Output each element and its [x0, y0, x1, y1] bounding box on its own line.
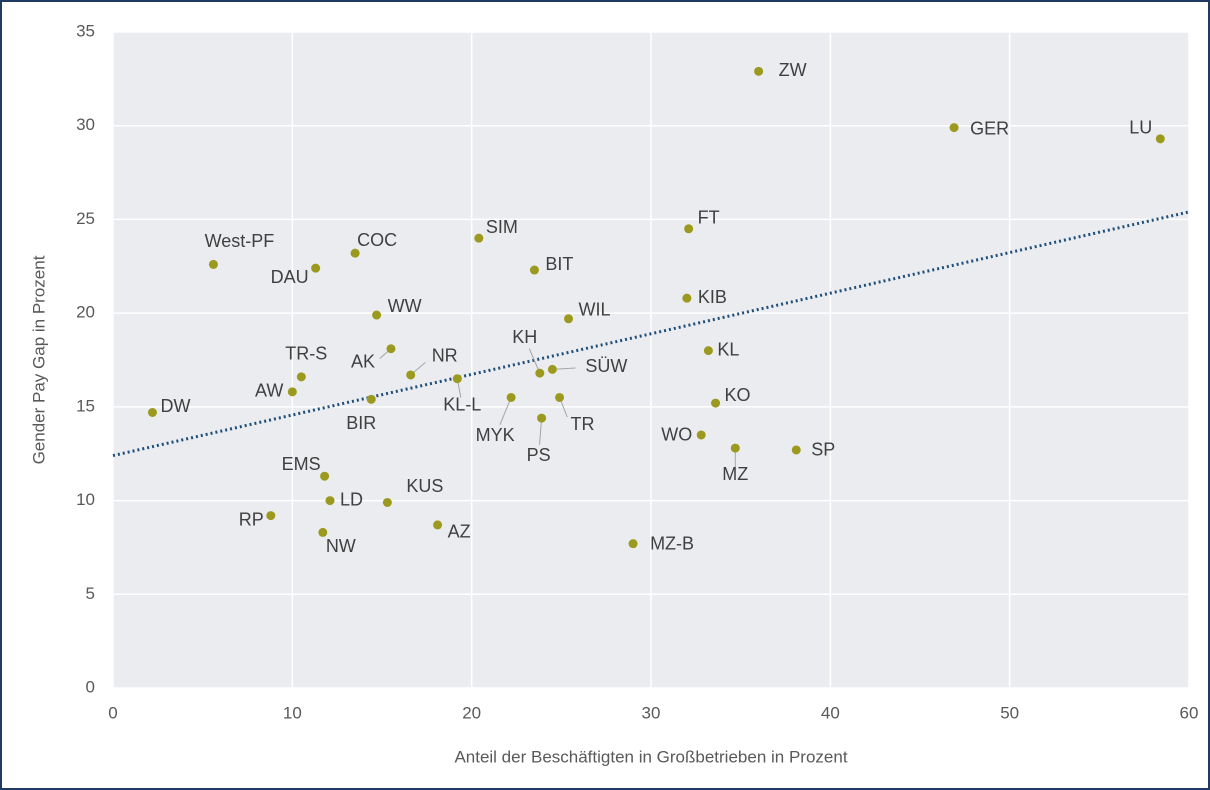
- leader-line: [499, 397, 512, 425]
- point-label: COC: [357, 230, 397, 250]
- point: [287, 387, 297, 397]
- point: [433, 520, 443, 530]
- point: [711, 398, 721, 408]
- point-label: BIT: [545, 254, 573, 274]
- point-label: FT: [698, 208, 720, 228]
- y-tick-label: 35: [76, 21, 95, 40]
- x-tick-label: 20: [462, 703, 481, 722]
- y-tick-label: 5: [86, 584, 95, 603]
- point: [318, 527, 328, 537]
- point: [754, 66, 764, 76]
- point: [266, 511, 276, 521]
- x-tick-label: 30: [642, 703, 661, 722]
- point: [147, 407, 157, 417]
- y-tick-label: 0: [86, 677, 95, 696]
- y-tick-label: 20: [76, 303, 95, 322]
- point-label: KIB: [698, 287, 727, 307]
- point-label: WIL: [579, 300, 611, 320]
- point-label: LD: [340, 489, 363, 509]
- x-tick-label: 10: [283, 703, 302, 722]
- point-label: LU: [1129, 118, 1152, 138]
- point: [684, 224, 694, 234]
- point: [682, 293, 692, 303]
- point: [366, 394, 376, 404]
- point-label: SIM: [486, 217, 518, 237]
- point-label: SP: [811, 440, 835, 460]
- y-tick-label: 15: [76, 396, 95, 415]
- x-tick-label: 50: [1000, 703, 1019, 722]
- point-label: GER: [970, 118, 1009, 138]
- point-label: PS: [527, 445, 551, 465]
- x-axis-title: Anteil der Beschäftigten in Großbetriebe…: [454, 747, 847, 766]
- point-label: NW: [326, 536, 356, 556]
- point: [325, 496, 335, 506]
- point: [791, 445, 801, 455]
- x-tick-label: 60: [1180, 703, 1199, 722]
- point-label: MZ-B: [650, 533, 694, 553]
- point-label: KUS: [406, 476, 443, 496]
- point-label: RP: [239, 509, 264, 529]
- point-label: NR: [432, 346, 458, 366]
- point: [730, 443, 740, 453]
- y-axis-title: Gender Pay Gap in Prozent: [29, 255, 48, 464]
- point: [406, 370, 416, 380]
- point-label: SÜW: [585, 356, 627, 376]
- point: [506, 392, 516, 402]
- point: [696, 430, 706, 440]
- point-label: ZW: [779, 60, 807, 80]
- trendline: [112, 210, 1190, 458]
- point: [529, 265, 539, 275]
- point-label: DW: [160, 396, 190, 416]
- point-label: KH: [512, 327, 537, 347]
- point-label: KL: [717, 339, 739, 359]
- point: [547, 364, 557, 374]
- point-label: KL-L: [443, 394, 481, 414]
- point-label: TR: [571, 414, 595, 434]
- point-label: DAU: [271, 267, 309, 287]
- point: [296, 372, 306, 382]
- point: [555, 392, 565, 402]
- point: [320, 471, 330, 481]
- point-label: KO: [725, 385, 751, 405]
- point: [564, 314, 574, 324]
- point: [537, 413, 547, 423]
- point-label: West-PF: [205, 231, 275, 251]
- point-label: MZ: [722, 464, 748, 484]
- point: [452, 374, 462, 384]
- point: [949, 123, 959, 133]
- point: [350, 248, 360, 258]
- point: [703, 346, 713, 356]
- point: [535, 368, 545, 378]
- point-label: WO: [661, 425, 692, 445]
- point-label: TR-S: [285, 344, 327, 364]
- point: [474, 233, 484, 243]
- x-tick-label: 40: [821, 703, 840, 722]
- point-label: WW: [388, 296, 422, 316]
- point-label: EMS: [282, 454, 321, 474]
- y-tick-label: 30: [76, 115, 95, 134]
- point-label: AZ: [448, 522, 471, 542]
- point-label: BIR: [346, 413, 376, 433]
- point: [372, 310, 382, 320]
- y-tick-label: 10: [76, 490, 95, 509]
- x-tick-label: 0: [108, 703, 117, 722]
- point-label: MYK: [476, 425, 515, 445]
- point: [628, 539, 638, 549]
- point: [1155, 134, 1165, 144]
- point-label: AK: [351, 352, 375, 372]
- y-tick-label: 25: [76, 209, 95, 228]
- point: [382, 497, 392, 507]
- point: [208, 259, 218, 269]
- point-label: AW: [255, 381, 283, 401]
- point: [311, 263, 321, 273]
- point: [386, 344, 396, 354]
